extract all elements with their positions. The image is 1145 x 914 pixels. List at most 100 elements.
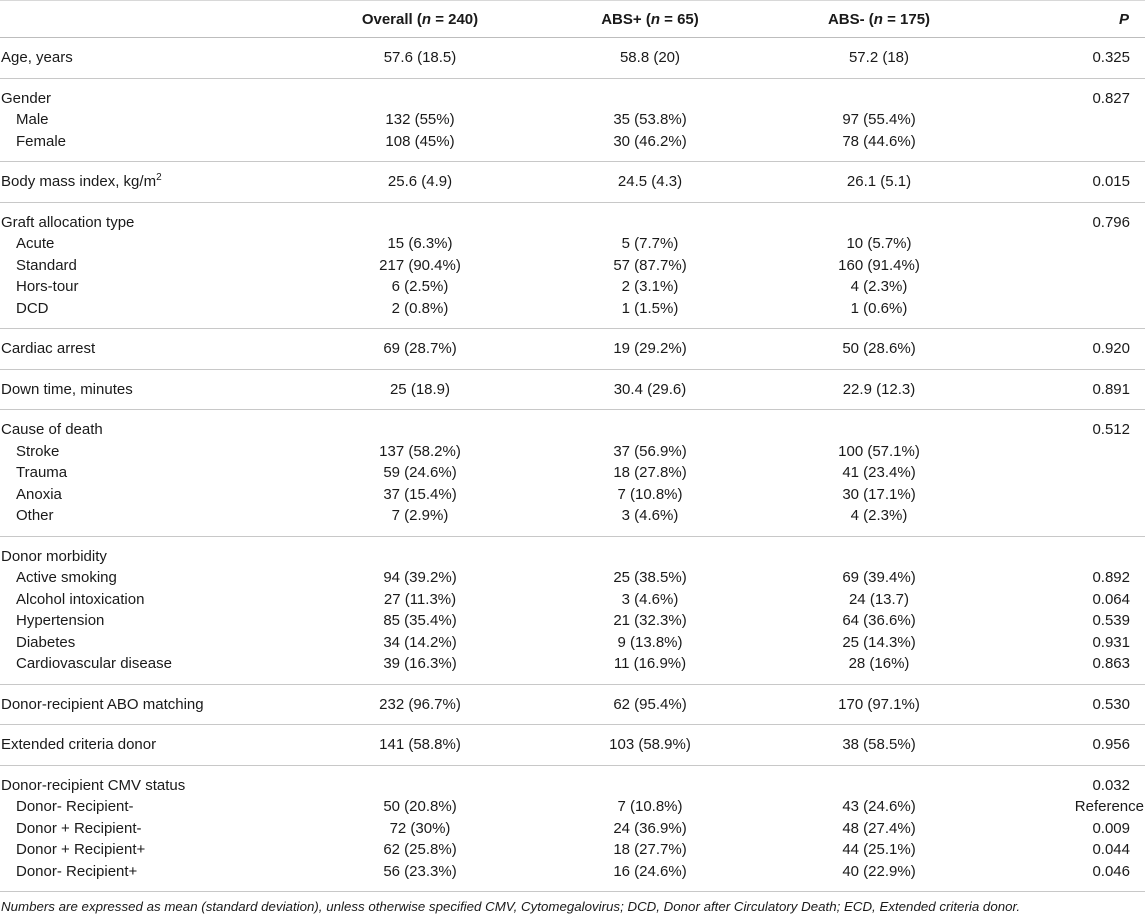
- cell-overall: 37 (15.4%): [383, 485, 457, 503]
- cell-abs-negative: 64 (36.6%): [842, 612, 916, 629]
- table-row: Body mass index, kg/m2 25.6 (4.9) 24.5 (…: [0, 162, 1145, 203]
- cell-p-value: 0.064: [1092, 590, 1130, 608]
- table-row: Stroke 137 (58.2%) 37 (56.9%) 100 (57.1%…: [0, 441, 1145, 463]
- header-p-value: P: [998, 0, 1145, 38]
- cell-abs-negative: 170 (97.1%): [838, 695, 920, 713]
- cell-abs-negative: 43 (24.6%): [842, 798, 916, 815]
- header-abs-negative: ABS- (n = 175): [760, 0, 998, 38]
- row-label: Acute: [16, 235, 55, 252]
- cell-abs-negative: 69 (39.4%): [842, 569, 916, 586]
- cell-p-value: 0.892: [1092, 569, 1130, 586]
- row-label: Donor-recipient ABO matching: [1, 695, 204, 713]
- header-row: Overall (n = 240) ABS+ (n = 65) ABS- (n …: [0, 0, 1145, 38]
- table-row: Male 132 (55%) 35 (53.8%) 97 (55.4%): [0, 109, 1145, 131]
- cell-abs-negative: 28 (16%): [848, 655, 910, 672]
- table-row: Diabetes 34 (14.2%) 9 (13.8%) 25 (14.3%)…: [0, 632, 1145, 654]
- cell-p-value: 0.009: [1092, 819, 1130, 837]
- cell-p-value: 0.032: [1092, 776, 1130, 794]
- cell-p-value: 0.891: [1092, 380, 1130, 398]
- cell-abs-positive: 25 (38.5%): [613, 569, 687, 586]
- table-row: Cause of death 0.512: [0, 410, 1145, 441]
- table-row: Donor morbidity: [0, 536, 1145, 567]
- table-footnote: Numbers are expressed as mean (standard …: [1, 899, 1021, 914]
- table-row: Acute 15 (6.3%) 5 (7.7%) 10 (5.7%): [0, 233, 1145, 255]
- table-row: Donor-recipient ABO matching 232 (96.7%)…: [0, 684, 1145, 725]
- cell-overall: 94 (39.2%): [383, 569, 457, 586]
- cell-abs-positive: 16 (24.6%): [613, 862, 687, 880]
- cell-abs-negative: 10 (5.7%): [846, 235, 912, 252]
- group-graft-allocation: Graft allocation type 0.796 Acute 15 (6.…: [0, 202, 1145, 329]
- row-label: Standard: [16, 256, 77, 274]
- group-donor-morbidity: Donor morbidity Active smoking 94 (39.2%…: [0, 536, 1145, 684]
- cell-overall: 57.6 (18.5): [383, 49, 457, 66]
- cell-overall: 15 (6.3%): [387, 235, 453, 252]
- table-row: Donor- Recipient- 50 (20.8%) 7 (10.8%) 4…: [0, 796, 1145, 818]
- cell-abs-negative: 57.2 (18): [848, 49, 910, 66]
- row-label: Donor- Recipient-: [16, 798, 134, 815]
- cell-overall: 59 (24.6%): [383, 464, 457, 481]
- table-row: Female 108 (45%) 30 (46.2%) 78 (44.6%): [0, 131, 1145, 162]
- cell-abs-positive: 1 (1.5%): [621, 299, 679, 317]
- row-label: Anoxia: [16, 485, 62, 503]
- cell-overall: 108 (45%): [385, 132, 455, 150]
- cell-overall: 232 (96.7%): [379, 695, 461, 713]
- cell-abs-positive: 3 (4.6%): [621, 507, 679, 524]
- cell-p-value: 0.530: [1092, 695, 1130, 713]
- cell-p-value: 0.931: [1092, 633, 1130, 651]
- row-label: Age, years: [1, 49, 73, 66]
- row-label: Cardiac arrest: [1, 340, 96, 357]
- cell-abs-negative: 100 (57.1%): [838, 442, 920, 460]
- row-label: DCD: [16, 299, 49, 317]
- cell-abs-negative: 26.1 (5.1): [846, 173, 912, 190]
- cell-abs-negative: 4 (2.3%): [850, 278, 908, 295]
- cell-overall: 25 (18.9): [389, 380, 451, 398]
- table-row: Other 7 (2.9%) 3 (4.6%) 4 (2.3%): [0, 505, 1145, 536]
- table-row: Extended criteria donor 141 (58.8%) 103 …: [0, 725, 1145, 766]
- table-row: Down time, minutes 25 (18.9) 30.4 (29.6)…: [0, 369, 1145, 410]
- group-cmv-status: Donor-recipient CMV status 0.032 Donor- …: [0, 765, 1145, 892]
- cell-p-value: 0.015: [1092, 173, 1130, 190]
- cell-overall: 39 (16.3%): [383, 655, 457, 672]
- cell-p-value: Reference: [1074, 798, 1144, 815]
- cell-abs-negative: 40 (22.9%): [842, 862, 916, 880]
- row-label: Donor + Recipient-: [16, 819, 142, 837]
- row-label: Alcohol intoxication: [16, 590, 145, 608]
- table-row: Alcohol intoxication 27 (11.3%) 3 (4.6%)…: [0, 589, 1145, 611]
- cell-overall: 2 (0.8%): [391, 299, 449, 317]
- cell-abs-negative: 38 (58.5%): [842, 736, 916, 753]
- row-label: Hors-tour: [16, 278, 79, 295]
- table-row: Standard 217 (90.4%) 57 (87.7%) 160 (91.…: [0, 255, 1145, 277]
- table-row: Donor-recipient CMV status 0.032: [0, 765, 1145, 796]
- cell-overall: 34 (14.2%): [383, 633, 457, 651]
- cell-overall: 72 (30%): [389, 819, 451, 837]
- cell-p-value: 0.827: [1092, 89, 1130, 107]
- row-label: Diabetes: [16, 633, 76, 651]
- cell-overall: 62 (25.8%): [383, 841, 457, 858]
- donor-characteristics-table: Overall (n = 240) ABS+ (n = 65) ABS- (n …: [0, 0, 1145, 892]
- cell-abs-negative: 44 (25.1%): [842, 841, 916, 858]
- header-abs-positive: ABS+ (n = 65): [540, 0, 760, 38]
- cell-overall: 27 (11.3%): [383, 590, 457, 608]
- cell-abs-positive: 9 (13.8%): [617, 633, 683, 651]
- cell-abs-negative: 25 (14.3%): [842, 633, 916, 651]
- table-row: Anoxia 37 (15.4%) 7 (10.8%) 30 (17.1%): [0, 484, 1145, 506]
- table-row: Gender 0.827: [0, 78, 1145, 109]
- table-row: Donor- Recipient+ 56 (23.3%) 16 (24.6%) …: [0, 861, 1145, 892]
- cell-abs-positive: 7 (10.8%): [617, 485, 683, 503]
- cell-abs-negative: 22.9 (12.3): [842, 380, 916, 398]
- cell-abs-positive: 11 (16.9%): [613, 655, 687, 672]
- cell-abs-positive: 24 (36.9%): [613, 819, 687, 837]
- cell-abs-positive: 24.5 (4.3): [617, 173, 683, 190]
- group-cardiac-arrest: Cardiac arrest 69 (28.7%) 19 (29.2%) 50 …: [0, 329, 1145, 369]
- cell-overall: 132 (55%): [385, 111, 455, 128]
- cell-abs-positive: 30 (46.2%): [613, 132, 687, 150]
- cell-abs-positive: 57 (87.7%): [613, 256, 687, 274]
- cell-p-value: 0.539: [1092, 612, 1130, 629]
- cell-abs-positive: 2 (3.1%): [621, 278, 679, 295]
- table-row: Active smoking 94 (39.2%) 25 (38.5%) 69 …: [0, 567, 1145, 589]
- cell-abs-negative: 30 (17.1%): [842, 485, 916, 503]
- table-row: Age, years 57.6 (18.5) 58.8 (20) 57.2 (1…: [0, 38, 1145, 79]
- table-header: Overall (n = 240) ABS+ (n = 65) ABS- (n …: [0, 0, 1145, 38]
- cell-overall: 69 (28.7%): [383, 340, 457, 357]
- cell-abs-positive: 58.8 (20): [619, 49, 681, 66]
